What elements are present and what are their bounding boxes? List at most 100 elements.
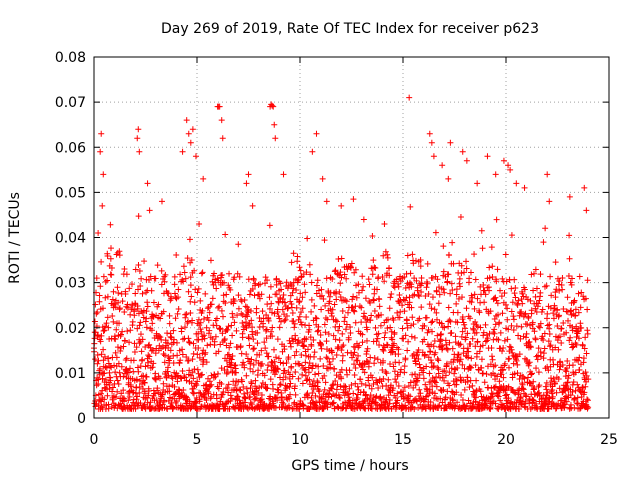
roti-outlier-point — [216, 103, 223, 110]
roti-point — [424, 329, 431, 336]
roti-point — [283, 360, 290, 367]
roti-point — [337, 269, 344, 276]
roti-point — [208, 381, 215, 388]
roti-point — [325, 330, 332, 337]
roti-point — [233, 327, 240, 334]
roti-point — [564, 294, 571, 301]
roti-point — [316, 388, 323, 395]
roti-point — [545, 338, 552, 345]
roti-point — [140, 372, 147, 379]
roti-outlier-point — [280, 171, 287, 178]
roti-point — [580, 355, 587, 362]
roti-outlier-point — [219, 135, 226, 142]
roti-point — [449, 389, 456, 396]
roti-point — [367, 354, 374, 361]
roti-point — [541, 330, 548, 337]
roti-point — [581, 345, 588, 352]
roti-point — [472, 319, 479, 326]
roti-point — [167, 330, 174, 337]
roti-point — [188, 256, 195, 263]
roti-point — [318, 286, 325, 293]
roti-point — [274, 365, 281, 372]
y-tick-label: 0.04 — [55, 231, 86, 247]
roti-point — [409, 371, 416, 378]
roti-point — [422, 293, 429, 300]
roti-point — [480, 282, 487, 289]
roti-point — [425, 326, 432, 333]
roti-point — [222, 231, 229, 238]
roti-point — [235, 292, 242, 299]
roti-point — [332, 377, 339, 384]
roti-point — [453, 291, 460, 298]
roti-point — [454, 309, 461, 316]
roti-point — [396, 314, 403, 321]
roti-point — [190, 340, 197, 347]
roti-point — [566, 232, 573, 239]
roti-point — [394, 309, 401, 316]
roti-point — [135, 213, 142, 220]
roti-point — [240, 359, 247, 366]
roti-point — [314, 379, 321, 386]
roti-point — [469, 382, 476, 389]
roti-point — [285, 354, 292, 361]
roti-point — [261, 372, 268, 379]
roti-point — [490, 336, 497, 343]
roti-point — [213, 285, 220, 292]
roti-point — [245, 322, 252, 329]
roti-point — [197, 372, 204, 379]
roti-point — [320, 295, 327, 302]
roti-point — [99, 387, 106, 394]
roti-point — [235, 305, 242, 312]
roti-point — [362, 381, 369, 388]
roti-point — [572, 312, 579, 319]
roti-point — [563, 329, 570, 336]
roti-point — [513, 323, 520, 330]
roti-point — [547, 304, 554, 311]
roti-point — [474, 323, 481, 330]
roti-point — [296, 264, 303, 271]
roti-point — [448, 365, 455, 372]
roti-point — [510, 313, 517, 320]
roti-point — [271, 358, 278, 365]
roti-point — [314, 328, 321, 335]
roti-point — [171, 383, 178, 390]
roti-point — [290, 318, 297, 325]
roti-point — [160, 380, 167, 387]
roti-point — [225, 381, 232, 388]
roti-point — [523, 330, 530, 337]
roti-point — [373, 338, 380, 345]
x-tick-labels: 0 5 10 15 20 25 — [90, 432, 618, 448]
roti-point — [197, 297, 204, 304]
roti-point — [147, 273, 154, 280]
roti-point — [116, 252, 123, 259]
roti-point — [421, 323, 428, 330]
roti-point — [197, 390, 204, 397]
roti-outlier-point — [144, 180, 151, 187]
roti-point — [522, 392, 529, 399]
roti-point — [349, 304, 356, 311]
roti-point — [98, 351, 105, 358]
roti-point — [394, 397, 401, 404]
roti-point — [335, 327, 342, 334]
roti-point — [242, 395, 249, 402]
roti-point — [478, 356, 485, 363]
roti-point — [457, 341, 464, 348]
roti-point — [414, 284, 421, 291]
roti-point — [574, 394, 581, 401]
roti-outlier-point — [98, 130, 105, 137]
roti-point — [429, 274, 436, 281]
roti-point — [336, 394, 343, 401]
roti-point — [292, 368, 299, 375]
roti-point — [462, 334, 469, 341]
roti-point — [103, 376, 110, 383]
roti-point — [371, 307, 378, 314]
roti-point — [177, 357, 184, 364]
roti-point — [374, 286, 381, 293]
roti-point — [555, 375, 562, 382]
roti-point — [226, 405, 233, 412]
roti-point — [255, 367, 262, 374]
roti-point — [105, 355, 112, 362]
roti-point — [556, 312, 563, 319]
roti-point — [418, 304, 425, 311]
roti-point — [415, 346, 422, 353]
